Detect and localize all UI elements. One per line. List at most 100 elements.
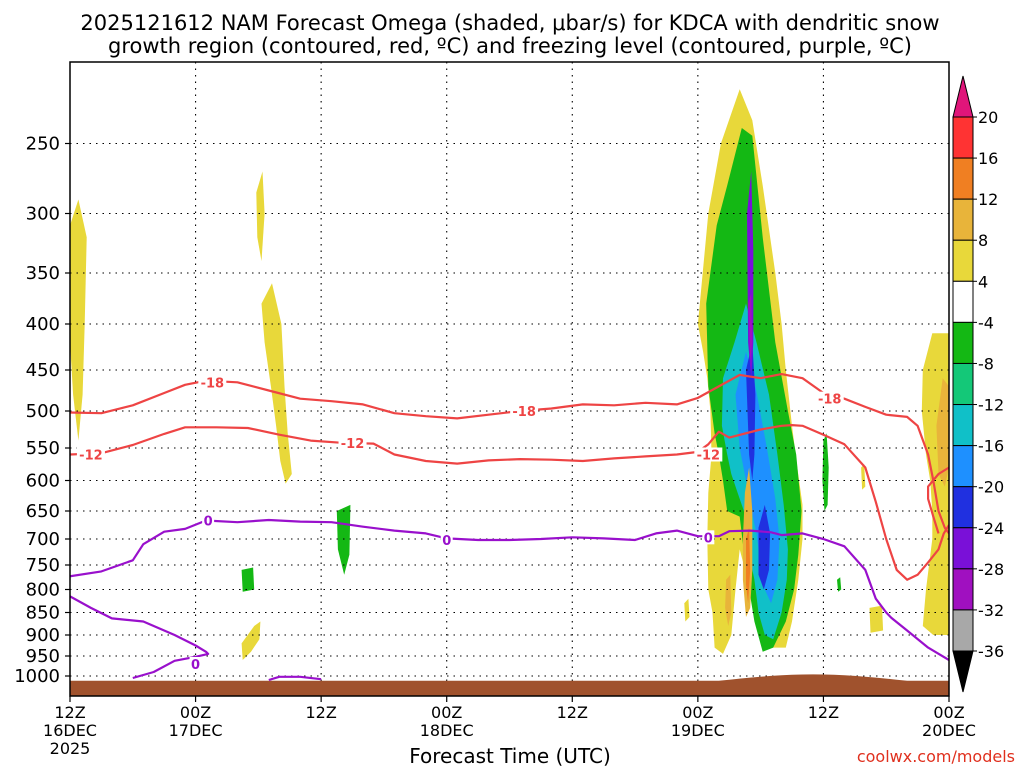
y-tick-label: 400 bbox=[26, 314, 60, 335]
colorbar-label: -20 bbox=[978, 478, 1004, 497]
contour-label: 0 bbox=[191, 658, 200, 673]
x-tick-date: 20DEC bbox=[922, 721, 976, 740]
y-tick-label: 750 bbox=[26, 555, 60, 576]
plot-frame bbox=[69, 61, 950, 697]
x-tick-label: 00Z bbox=[682, 703, 713, 722]
contour-label: -18 bbox=[201, 376, 225, 391]
y-tick-label: 850 bbox=[26, 603, 60, 624]
contour-line-3 bbox=[70, 518, 949, 661]
omega-region-13 bbox=[748, 293, 753, 361]
x-tick-label: 00Z bbox=[180, 703, 211, 722]
omega-region-17 bbox=[684, 598, 690, 622]
y-tick-label: 550 bbox=[26, 438, 60, 459]
omega-region-19 bbox=[837, 577, 842, 592]
chart-title-line1: 2025121612 NAM Forecast Omega (shaded, μ… bbox=[80, 11, 939, 35]
x-tick-year: 2025 bbox=[50, 739, 91, 758]
colorbar-swatch bbox=[952, 239, 974, 282]
contour-labels: -18 -18 -18 -12 -12 -12 0 0 0 0 bbox=[76, 375, 844, 673]
omega-region-2 bbox=[261, 283, 292, 484]
contour-label-bg bbox=[198, 375, 227, 390]
colorbar: 20 16 12 8 4 -4 -8 -12 -16 -20 -24 -28 -32 -36 bbox=[952, 75, 1004, 693]
credit-text: coolwx.com/models bbox=[857, 747, 1015, 766]
colorbar-swatch bbox=[952, 116, 974, 159]
colorbar-label: -28 bbox=[978, 560, 1004, 579]
omega-region-1 bbox=[256, 171, 265, 262]
x-tick-label: 12Z bbox=[557, 703, 588, 722]
colorbar-swatch bbox=[952, 609, 974, 652]
contour-label: -12 bbox=[697, 449, 721, 464]
contour-line-0 bbox=[70, 373, 949, 535]
omega-region-20 bbox=[869, 605, 884, 633]
y-tick-label: 800 bbox=[26, 580, 60, 601]
x-tick-label: 00Z bbox=[431, 703, 462, 722]
y-tick-label: 650 bbox=[26, 501, 60, 522]
omega-region-15 bbox=[746, 527, 751, 604]
contour-label: 0 bbox=[204, 515, 213, 530]
colorbar-swatch bbox=[952, 445, 974, 488]
contours bbox=[70, 373, 949, 682]
colorbar-label: 8 bbox=[978, 231, 988, 250]
colorbar-label: -4 bbox=[978, 313, 994, 332]
contour-label: -18 bbox=[818, 393, 842, 408]
omega-region-5 bbox=[241, 567, 255, 592]
omega-region-16 bbox=[725, 574, 732, 626]
y-tick-label: 450 bbox=[26, 360, 60, 381]
contour-label: -12 bbox=[341, 437, 365, 452]
colorbar-label: -8 bbox=[978, 354, 994, 373]
y-tick-label: 300 bbox=[26, 204, 60, 225]
omega-shading bbox=[70, 89, 949, 660]
colorbar-label: 4 bbox=[978, 272, 988, 291]
x-tick-date: 16DEC bbox=[43, 721, 97, 740]
omega-region-23 bbox=[861, 464, 866, 490]
colorbar-swatch bbox=[952, 280, 974, 323]
omega-region-11 bbox=[758, 504, 771, 590]
omega-region-0 bbox=[70, 199, 87, 441]
y-tick-label: 700 bbox=[26, 529, 60, 550]
colorbar-top-arrow bbox=[952, 75, 974, 118]
x-tick-label: 12Z bbox=[54, 703, 85, 722]
colorbar-swatch bbox=[952, 527, 974, 570]
colorbar-label: 16 bbox=[978, 149, 998, 168]
contour-label-bg bbox=[510, 404, 539, 418]
colorbar-label: -16 bbox=[978, 437, 1004, 456]
colorbar-label: 20 bbox=[978, 108, 998, 127]
x-tick-label: 12Z bbox=[808, 703, 839, 722]
contour-line-4 bbox=[70, 595, 210, 680]
colorbar-swatch bbox=[952, 362, 974, 406]
contour-line-5 bbox=[268, 675, 322, 682]
colorbar-label: -32 bbox=[978, 601, 1004, 620]
x-tick-label: 12Z bbox=[305, 703, 336, 722]
contour-label-bg bbox=[694, 447, 723, 462]
contour-line-2 bbox=[927, 466, 949, 534]
colorbar-label: -12 bbox=[978, 396, 1004, 415]
contour-label-bg bbox=[702, 530, 715, 545]
ground bbox=[70, 674, 949, 696]
contour-label: 0 bbox=[704, 531, 713, 546]
contour-label-bg bbox=[189, 657, 202, 671]
colorbar-swatch bbox=[952, 404, 974, 447]
colorbar-swatch bbox=[952, 157, 974, 200]
omega-region-22 bbox=[936, 378, 949, 487]
omega-region-3 bbox=[241, 621, 261, 660]
y-tick-label: 350 bbox=[26, 263, 60, 284]
ground-surface bbox=[70, 674, 949, 696]
y-tick-label: 600 bbox=[26, 471, 60, 492]
colorbar-swatch bbox=[952, 486, 974, 529]
contour-label: -18 bbox=[512, 405, 536, 420]
contour-line-1 bbox=[70, 424, 949, 581]
contour-label-bg bbox=[440, 533, 453, 548]
contour-label-bg bbox=[202, 513, 215, 528]
y-tick-label: 950 bbox=[26, 646, 60, 667]
x-axis-title: Forecast Time (UTC) bbox=[409, 744, 611, 768]
contour-label-bg bbox=[338, 435, 367, 450]
colorbar-label: -36 bbox=[978, 642, 1004, 661]
colorbar-label: -24 bbox=[978, 519, 1004, 538]
contour-label: -12 bbox=[79, 449, 103, 464]
x-tick-date: 18DEC bbox=[420, 721, 474, 740]
y-tick-label: 250 bbox=[26, 134, 60, 155]
y-tick-label: 500 bbox=[26, 401, 60, 422]
colorbar-swatch bbox=[952, 198, 974, 241]
